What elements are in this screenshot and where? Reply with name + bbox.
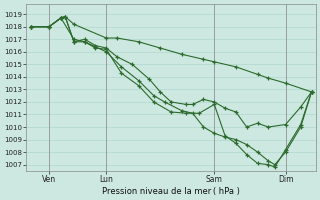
X-axis label: Pression niveau de la mer ( hPa ): Pression niveau de la mer ( hPa ) xyxy=(102,187,240,196)
